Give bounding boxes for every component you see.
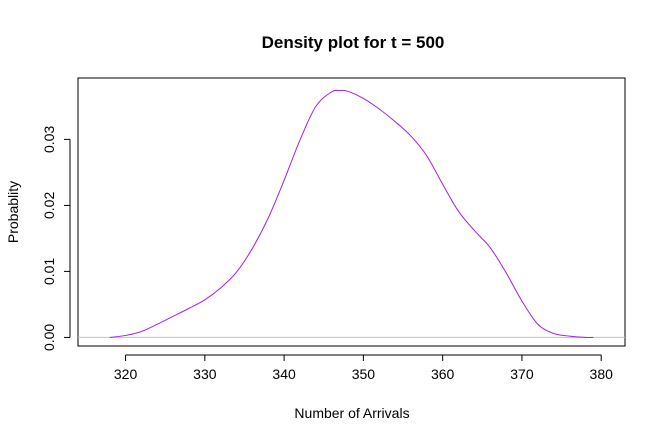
series-group	[109, 89, 594, 339]
x-tick-label: 350	[352, 366, 376, 382]
y-tick-label: 0.02	[41, 192, 57, 219]
y-tick-label: 0.00	[41, 324, 57, 351]
density-line-0	[109, 89, 594, 339]
x-axis-label: Number of Arrivals	[294, 405, 409, 421]
x-tick-label: 380	[590, 366, 614, 382]
plot-area-border	[77, 77, 626, 347]
x-tick-label: 340	[272, 366, 296, 382]
chart-title: Density plot for t = 500	[262, 33, 445, 52]
y-axis: 0.00 0.01 0.02 0.03	[41, 126, 71, 351]
y-axis-label: Probablity	[5, 181, 21, 243]
x-tick-label: 370	[510, 366, 534, 382]
x-axis: 320 330 340 350 360 370 380	[114, 354, 614, 382]
y-tick-label: 0.01	[41, 258, 57, 285]
y-tick-label: 0.03	[41, 126, 57, 153]
x-tick-label: 330	[193, 366, 217, 382]
x-tick-label: 360	[431, 366, 455, 382]
x-tick-label: 320	[114, 366, 138, 382]
